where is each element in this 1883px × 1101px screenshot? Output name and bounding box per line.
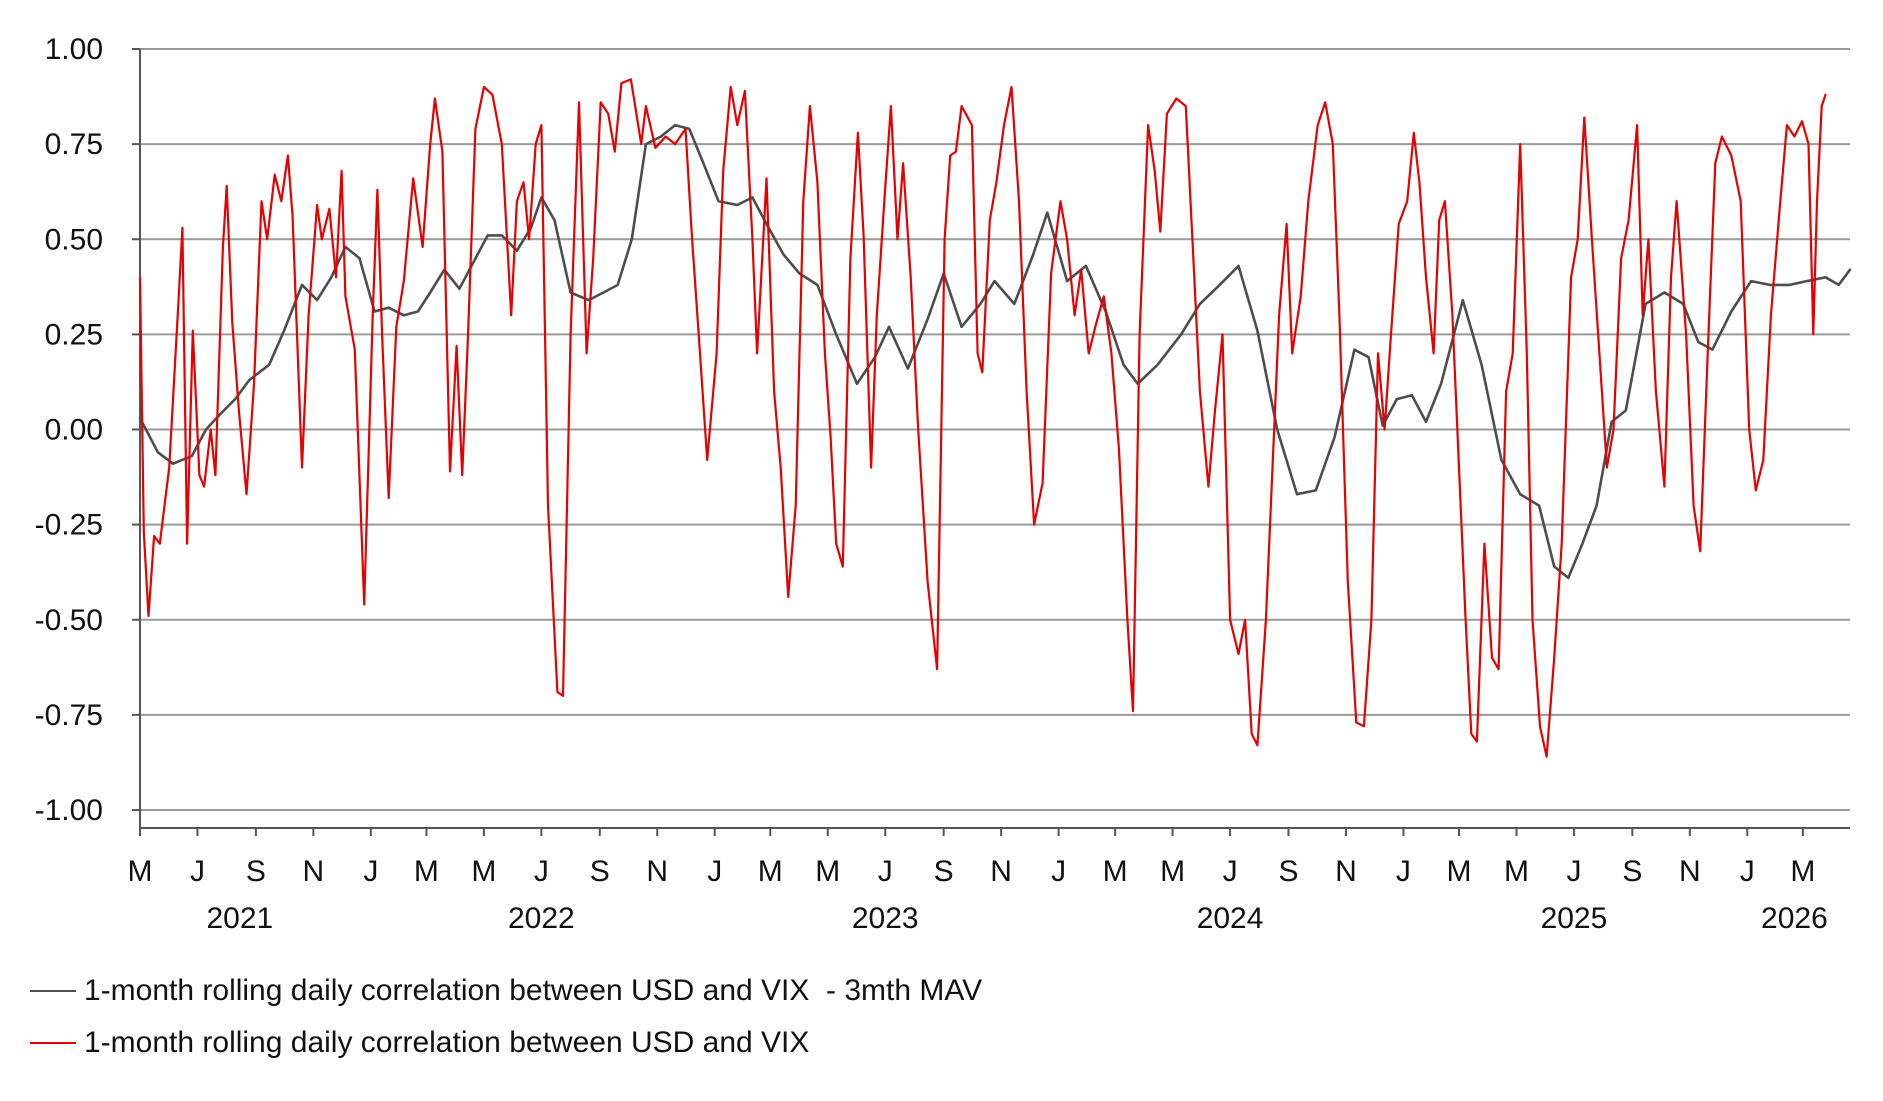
gridlines <box>140 48 1850 811</box>
x-tick-label: M <box>815 855 840 888</box>
x-tick-label: N <box>1679 855 1701 888</box>
year-label: 2026 <box>1761 902 1828 935</box>
x-tick-label: S <box>246 855 266 888</box>
x-tick-label: S <box>934 855 954 888</box>
year-label: 2025 <box>1541 902 1608 935</box>
y-tick-label: -0.75 <box>35 699 103 732</box>
y-tick-labels: 1.00 0.75 0.50 0.25 0.00 -0.25 -0.50 -0.75 -1.00 <box>35 33 103 827</box>
year-labels: 2021 2022 2023 2024 2025 2026 <box>206 902 1827 935</box>
x-tick-label: S <box>590 855 610 888</box>
x-tick-label: N <box>646 855 668 888</box>
y-tick-label: -0.50 <box>35 604 103 637</box>
y-tick-label: 0.00 <box>45 414 103 447</box>
x-tick-label: M <box>1447 855 1472 888</box>
y-tick-label: 0.50 <box>45 223 103 256</box>
x-tick-label: M <box>471 855 496 888</box>
x-tick-label: M <box>128 855 153 888</box>
x-tick-label: J <box>707 855 722 888</box>
x-tick-label: N <box>990 855 1012 888</box>
y-tick-label: 1.00 <box>45 33 103 66</box>
legend-swatch-mav <box>30 990 76 992</box>
x-tick-label: M <box>758 855 783 888</box>
x-tick-label: J <box>1051 855 1066 888</box>
year-label: 2024 <box>1197 902 1264 935</box>
x-tick-label: S <box>1622 855 1642 888</box>
x-tick-label: M <box>1790 855 1815 888</box>
x-tick-label: M <box>1103 855 1128 888</box>
legend-swatch-daily <box>30 1042 76 1044</box>
legend: 1-month rolling daily correlation betwee… <box>30 965 982 1069</box>
x-tick-label: J <box>1223 855 1238 888</box>
x-tick-label: J <box>1396 855 1411 888</box>
x-tick-label: J <box>363 855 378 888</box>
year-label: 2022 <box>508 902 575 935</box>
legend-item-daily: 1-month rolling daily correlation betwee… <box>30 1017 982 1069</box>
x-tick-label: J <box>190 855 205 888</box>
series-lines <box>138 78 1852 758</box>
x-tick-label: M <box>414 855 439 888</box>
legend-item-mav: 1-month rolling daily correlation betwee… <box>30 965 982 1017</box>
x-tick-label: M <box>1504 855 1529 888</box>
x-tick-label: N <box>303 855 325 888</box>
y-tick-label: 0.25 <box>45 318 103 351</box>
x-tick-label: J <box>1566 855 1581 888</box>
y-tick-label: 0.75 <box>45 128 103 161</box>
x-tick-label: M <box>1160 855 1185 888</box>
x-tick-label: S <box>1278 855 1298 888</box>
legend-label-mav: 1-month rolling daily correlation betwee… <box>84 974 983 1007</box>
x-tick-label: J <box>1740 855 1755 888</box>
x-tick-label: J <box>534 855 549 888</box>
series-line-daily <box>138 78 1827 758</box>
year-label: 2023 <box>852 902 919 935</box>
x-tick-label: J <box>878 855 893 888</box>
y-tick-label: -0.25 <box>35 509 103 542</box>
x-tick-label: N <box>1335 855 1357 888</box>
legend-label-daily: 1-month rolling daily correlation betwee… <box>84 1026 810 1059</box>
year-label: 2021 <box>206 902 273 935</box>
y-tick-label: -1.00 <box>35 794 103 827</box>
axes <box>132 48 1850 836</box>
